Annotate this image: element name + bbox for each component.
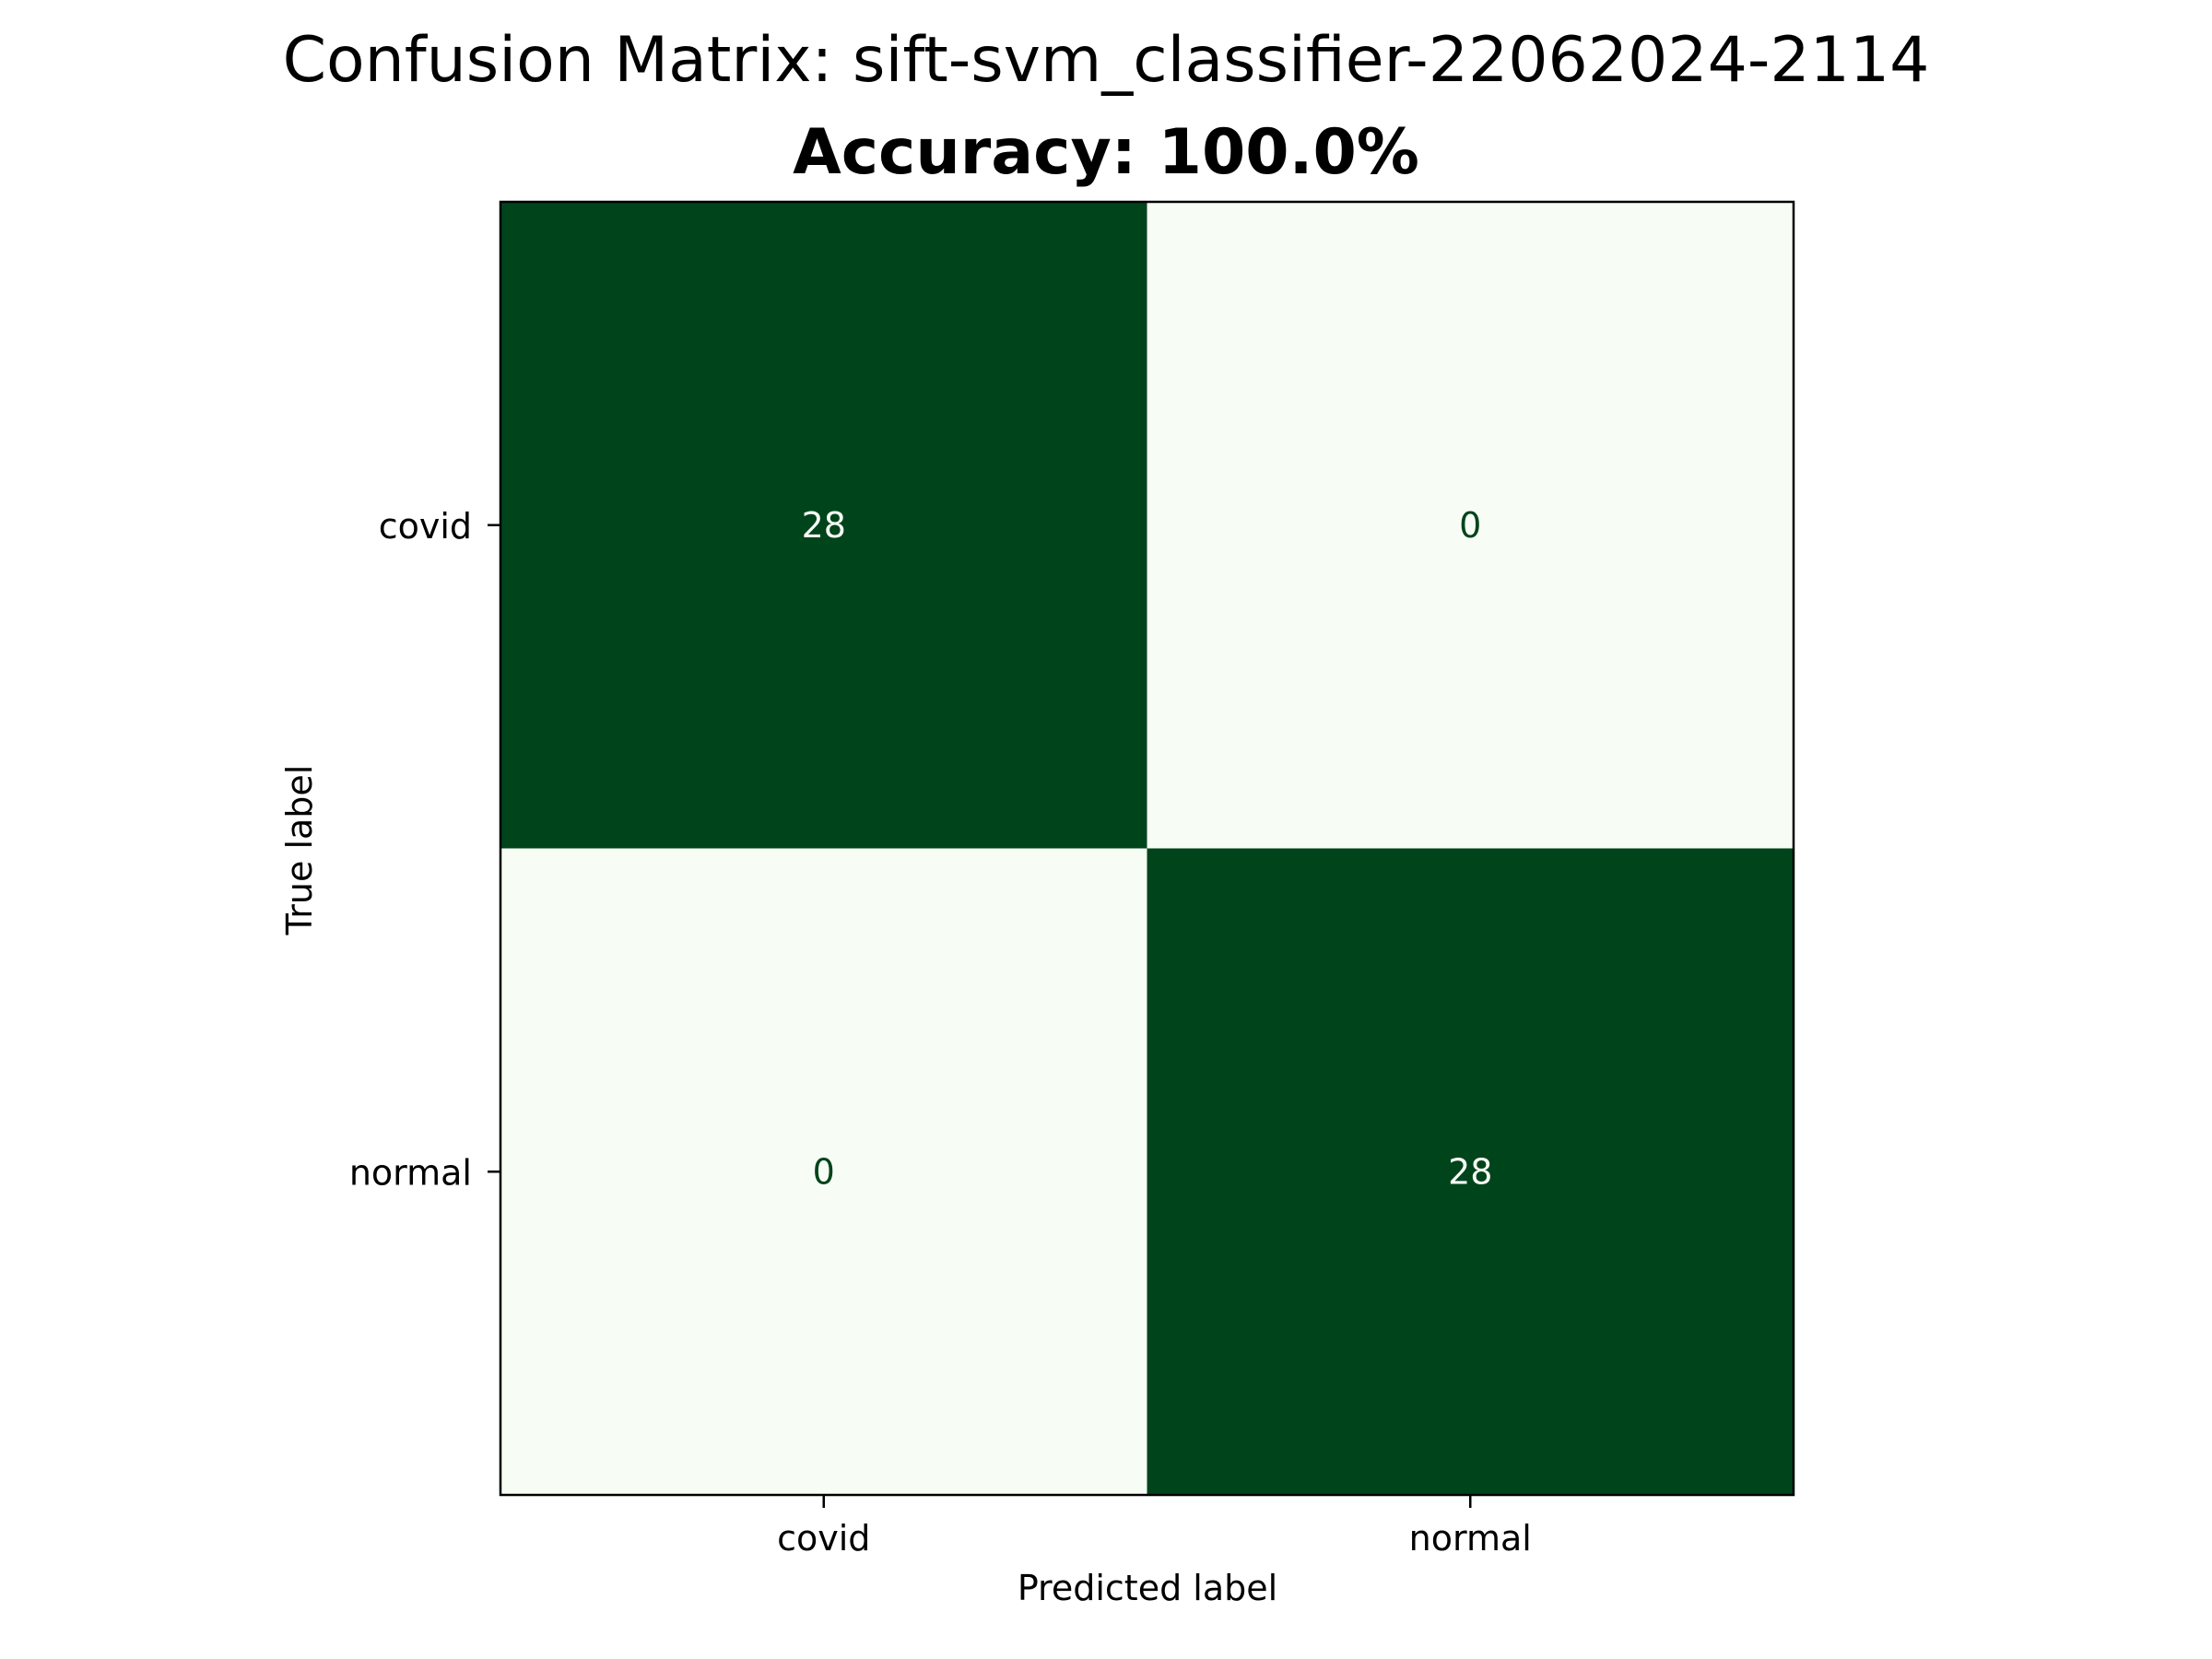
chart-subtitle: Accuracy: 100.0%	[793, 116, 1419, 189]
cell-value-normal-covid: 0	[813, 1151, 835, 1192]
x-axis-label: Predicted label	[1018, 1568, 1277, 1608]
matrix-cell-covid-covid	[500, 202, 1147, 849]
y-tick-label-covid: covid	[379, 506, 472, 547]
chart-title: Confusion Matrix: sift-svm_classifier-22…	[283, 24, 1930, 97]
x-tick-label-normal: normal	[1409, 1518, 1532, 1559]
matrix-cell-normal-normal	[1147, 848, 1794, 1496]
cell-value-normal-normal: 28	[1448, 1151, 1492, 1192]
matrix-cells	[500, 202, 1794, 1496]
y-tick-label-normal: normal	[349, 1152, 472, 1193]
x-tick-label-covid: covid	[777, 1518, 870, 1559]
cell-value-covid-normal: 0	[1459, 505, 1481, 546]
matrix-cell-covid-normal	[1147, 202, 1794, 849]
cell-value-covid-covid: 28	[802, 505, 846, 546]
matrix-cell-labels: 28 0 0 28	[802, 505, 1493, 1193]
x-axis-ticks: covid normal	[777, 1495, 1532, 1559]
matrix-cell-normal-covid	[500, 848, 1147, 1496]
y-axis-label: True label	[279, 765, 320, 936]
y-axis-ticks: covid normal	[349, 506, 500, 1193]
plot-frame	[499, 200, 1795, 1497]
